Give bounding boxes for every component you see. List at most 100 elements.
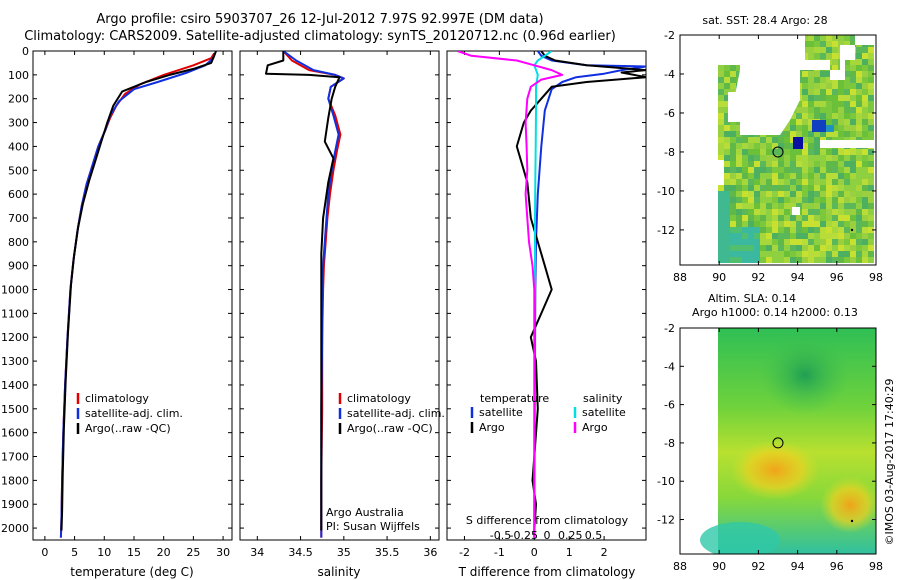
y-tick-label: 1700 (1, 451, 29, 464)
sst-cell (844, 113, 850, 119)
sst-cell (772, 167, 778, 173)
sst-cell (844, 89, 850, 95)
sst-cell (820, 191, 826, 197)
sst-cell (808, 113, 814, 119)
sst-cell (826, 53, 832, 59)
sst-cell (724, 209, 730, 215)
sst-cell (718, 191, 724, 197)
sst-axis-ticks: 88 90 92 94 96 98 -2 -4 -6 -8 -10 -12 (657, 29, 883, 284)
sst-cell (730, 149, 736, 155)
sst-cell (868, 161, 874, 167)
sst-cell (748, 245, 754, 251)
sst-cell (790, 203, 796, 209)
argo-australia-annotation: Argo Australia (326, 506, 404, 519)
sst-cell (784, 161, 790, 167)
sst-cell (844, 83, 850, 89)
sst-cell (742, 191, 748, 197)
legend-header-temperature: temperature (480, 392, 549, 405)
sst-cell (742, 161, 748, 167)
sst-cell (868, 191, 874, 197)
sst-cell (856, 173, 862, 179)
sst-cell (832, 119, 838, 125)
sst-cell (724, 203, 730, 209)
sst-cell (868, 107, 874, 113)
sst-cell (814, 143, 820, 149)
sst-cell (862, 53, 868, 59)
sst-cell (724, 95, 730, 101)
sst-cell (790, 215, 796, 221)
sst-cell (808, 233, 814, 239)
map-y-tick-label: -10 (657, 185, 675, 198)
sst-cell (796, 257, 802, 263)
figure-title-line-2: Climatology: CARS2009. Satellite-adjuste… (24, 29, 616, 44)
sst-cell (832, 113, 838, 119)
sst-cell (748, 257, 754, 263)
sst-cell (826, 251, 832, 257)
sst-cell (862, 215, 868, 221)
sst-cell (838, 215, 844, 221)
sst-cell (796, 227, 802, 233)
sst-cell (802, 239, 808, 245)
sst-cell (724, 65, 730, 71)
sst-cell (820, 215, 826, 221)
sst-cell (766, 239, 772, 245)
sst-cell (778, 251, 784, 257)
sst-cell (784, 203, 790, 209)
sst-cell (850, 59, 856, 65)
sst-cell (754, 179, 760, 185)
sst-cell (730, 167, 736, 173)
sst-cell (724, 149, 730, 155)
sst-cell (754, 185, 760, 191)
sst-cell (814, 47, 820, 53)
sst-cell (724, 77, 730, 83)
sst-cell (802, 77, 808, 83)
sst-cell (802, 137, 808, 143)
sst-cell (856, 149, 862, 155)
sst-cell (862, 71, 868, 77)
sst-cell (790, 233, 796, 239)
sst-cell (754, 137, 760, 143)
sst-cell (856, 245, 862, 251)
sst-cell (868, 95, 874, 101)
sst-cell (790, 191, 796, 197)
sst-cell (862, 191, 868, 197)
sst-cell (814, 173, 820, 179)
sst-cell (808, 185, 814, 191)
s-difference-label: S difference from climatology (466, 514, 629, 527)
sst-cell (868, 83, 874, 89)
sst-cell (724, 155, 730, 161)
temperature-lines (59, 51, 217, 538)
sst-cell (724, 191, 730, 197)
sst-cell (832, 173, 838, 179)
sst-cell (742, 257, 748, 263)
sst-cell (778, 161, 784, 167)
sst-cell (862, 125, 868, 131)
sst-cell (784, 137, 790, 143)
sst-cell (802, 71, 808, 77)
sst-cell (862, 47, 868, 53)
sst-cell (856, 257, 862, 263)
sst-cell (784, 173, 790, 179)
sst-cell (832, 95, 838, 101)
sst-cell (766, 179, 772, 185)
sst-cell (808, 53, 814, 59)
sst-cell (826, 215, 832, 221)
y-tick-label: 2000 (1, 522, 29, 535)
sst-cell (856, 155, 862, 161)
sst-cell (808, 131, 814, 137)
sst-cell (814, 149, 820, 155)
sst-cell (838, 131, 844, 137)
sst-cell (808, 35, 814, 41)
sst-cell (862, 227, 868, 233)
sla-map-title-line-2: Argo h1000: 0.14 h2000: 0.13 (692, 306, 858, 319)
sst-cell (862, 203, 868, 209)
sst-cell (748, 173, 754, 179)
sst-cell (772, 221, 778, 227)
series-line-salinity-argo (457, 51, 564, 538)
sst-cell (742, 155, 748, 161)
sst-cell (856, 71, 862, 77)
sst-cell (736, 155, 742, 161)
sst-cell (748, 203, 754, 209)
s-tick-label: 0.5 (585, 529, 603, 542)
sst-cell (862, 107, 868, 113)
